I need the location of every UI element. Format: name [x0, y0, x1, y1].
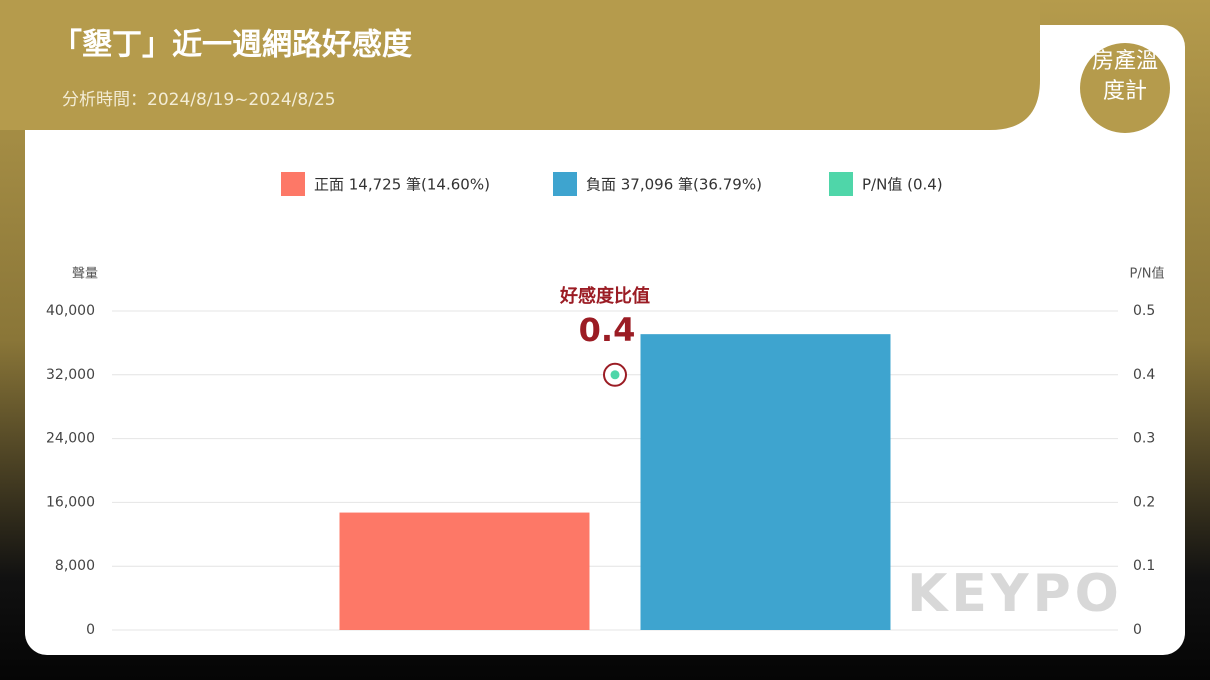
- legend-label: P/N值 (0.4): [862, 176, 943, 194]
- brand-text: 房產溫度計: [1091, 49, 1158, 104]
- y-tick-label: 16,000: [46, 494, 95, 510]
- brand-badge: [1080, 43, 1170, 133]
- legend-swatch: [829, 172, 853, 196]
- y-tick-label: 8,000: [55, 558, 95, 574]
- y-tick-label: 32,000: [46, 367, 95, 383]
- header-band: [0, 0, 1040, 130]
- y2-tick-label: 0.2: [1133, 494, 1155, 510]
- y2-tick-label: 0.4: [1133, 367, 1155, 383]
- legend-swatch: [281, 172, 305, 196]
- legend-label: 負面 37,096 筆(36.79%): [586, 176, 762, 194]
- chart-subtitle: 分析時間：2024/8/19~2024/8/25: [62, 90, 336, 110]
- y2-axis-label: P/N值: [1130, 266, 1165, 282]
- y2-tick-label: 0.1: [1133, 558, 1155, 574]
- bar: [339, 512, 590, 630]
- y2-tick-label: 0.5: [1133, 303, 1155, 319]
- legend-swatch: [553, 172, 577, 196]
- chart-title: 「墾丁」近一週網路好感度: [52, 28, 412, 63]
- y2-tick-label: 0.3: [1133, 431, 1155, 447]
- point: [610, 370, 620, 380]
- point-value-label: 0.4: [579, 311, 636, 349]
- card: [25, 25, 1185, 655]
- y2-tick-label: 0: [1133, 622, 1142, 638]
- y-axis-label: 聲量: [72, 266, 98, 282]
- y-tick-label: 0: [86, 622, 95, 638]
- y-tick-label: 40,000: [46, 303, 95, 319]
- watermark: KEYPO: [907, 564, 1123, 624]
- bar: [640, 334, 891, 630]
- legend-label: 正面 14,725 筆(14.60%): [314, 176, 490, 194]
- brand-box: 房產溫度計: [1091, 49, 1158, 104]
- annotation: 好感度比值: [559, 285, 650, 307]
- y-tick-label: 24,000: [46, 431, 95, 447]
